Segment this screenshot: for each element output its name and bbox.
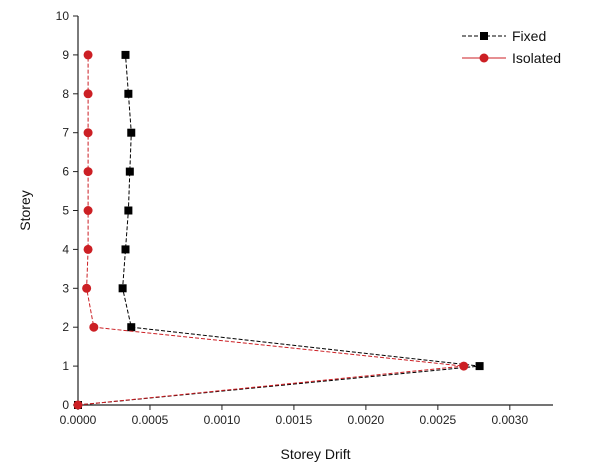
data-point-fixed (127, 128, 136, 137)
y-tick-label: 4 (62, 242, 69, 256)
data-point-isolated (83, 50, 93, 60)
data-point-isolated (83, 128, 93, 138)
data-point-isolated (83, 167, 93, 177)
y-tick-label: 0 (62, 398, 69, 412)
x-tick-label: 0.0030 (491, 413, 528, 427)
legend-marker-fixed (480, 32, 488, 40)
x-tick-label: 0.0025 (419, 413, 456, 427)
x-axis-title: Storey Drift (280, 446, 350, 462)
series-line-isolated (77, 54, 464, 406)
y-tick-label: 2 (62, 320, 69, 334)
y-tick-label: 3 (62, 281, 69, 295)
data-point-isolated (83, 89, 93, 99)
data-point-fixed (125, 167, 134, 176)
data-point-fixed (127, 323, 136, 332)
data-point-fixed (124, 89, 133, 98)
data-point-isolated (73, 400, 83, 410)
x-tick-label: 0.0015 (276, 413, 313, 427)
y-tick-label: 5 (62, 204, 69, 218)
data-point-isolated (83, 244, 93, 254)
x-tick-label: 0.0020 (348, 413, 385, 427)
x-tick-label: 0.0005 (132, 413, 169, 427)
data-point-fixed (121, 50, 130, 59)
data-point-fixed (121, 245, 130, 254)
y-tick-label: 1 (62, 359, 69, 373)
y-tick-label: 9 (62, 48, 69, 62)
data-point-isolated (459, 361, 469, 371)
data-point-fixed (475, 362, 484, 371)
series-line-fixed (77, 54, 480, 406)
data-point-fixed (118, 284, 127, 293)
y-axis-title: Storey (17, 190, 33, 230)
data-point-isolated (89, 322, 99, 332)
legend-label-fixed: Fixed (512, 28, 546, 44)
y-tick-label: 6 (62, 165, 69, 179)
x-tick-label: 0.0000 (60, 413, 97, 427)
data-point-isolated (82, 283, 92, 293)
x-tick-label: 0.0010 (204, 413, 241, 427)
legend-marker-isolated (479, 53, 489, 63)
data-point-isolated (83, 206, 93, 215)
y-tick-label: 7 (62, 126, 69, 140)
y-tick-label: 8 (62, 87, 69, 101)
data-point-fixed (124, 206, 133, 215)
y-tick-label: 10 (56, 9, 70, 23)
legend-label-isolated: Isolated (512, 50, 561, 66)
